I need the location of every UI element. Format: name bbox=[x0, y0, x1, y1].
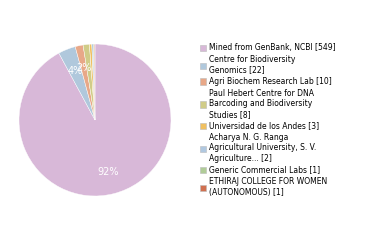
Wedge shape bbox=[83, 44, 95, 120]
Wedge shape bbox=[59, 47, 95, 120]
Text: 92%: 92% bbox=[97, 167, 119, 177]
Text: 2%: 2% bbox=[76, 63, 92, 73]
Wedge shape bbox=[93, 44, 95, 120]
Wedge shape bbox=[19, 44, 171, 196]
Legend: Mined from GenBank, NCBI [549], Centre for Biodiversity
Genomics [22], Agri Bioc: Mined from GenBank, NCBI [549], Centre f… bbox=[200, 43, 336, 197]
Wedge shape bbox=[75, 45, 95, 120]
Text: 4%: 4% bbox=[68, 66, 83, 76]
Wedge shape bbox=[94, 44, 95, 120]
Wedge shape bbox=[92, 44, 95, 120]
Wedge shape bbox=[89, 44, 95, 120]
